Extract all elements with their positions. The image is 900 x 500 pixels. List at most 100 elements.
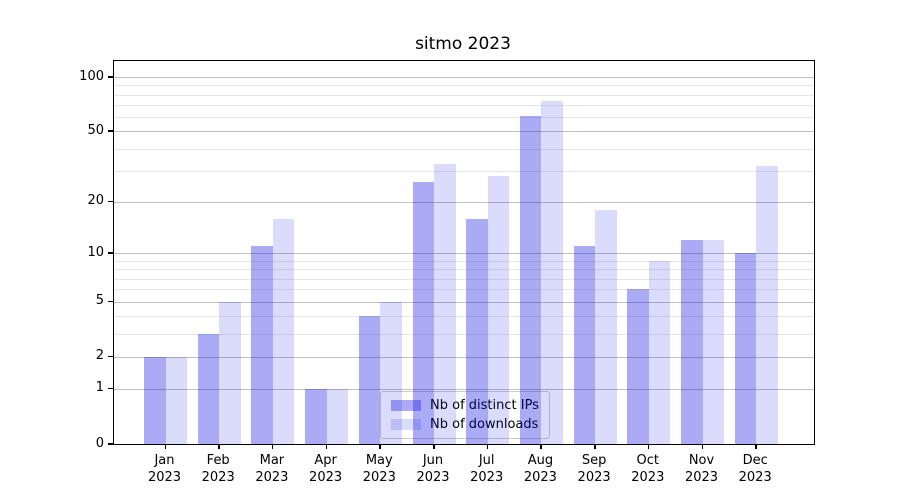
- x-tick-month-apr: Apr: [314, 453, 337, 468]
- x-tick-year-jun: 2023: [416, 470, 450, 485]
- x-tick-month-jul: Jul: [478, 453, 495, 468]
- y-tick-label-50: 50: [87, 122, 104, 138]
- x-tick-month-nov: Nov: [688, 453, 715, 468]
- x-tick-year-aug: 2023: [523, 470, 557, 485]
- legend-swatch-distinct-ips: [391, 400, 421, 411]
- bar-downloads-jan: [165, 356, 187, 444]
- x-tick-feb: [218, 444, 220, 449]
- gridline-minor-30: [114, 170, 814, 172]
- y-tick-label-0: 0: [95, 435, 104, 451]
- legend-label-distinct-ips: Nb of distinct IPs: [430, 398, 539, 413]
- x-tick-year-dec: 2023: [738, 470, 772, 485]
- x-tick-label-dec: Dec 2023: [725, 452, 785, 486]
- x-tick-jan: [164, 444, 166, 449]
- bar-downloads-nov: [702, 240, 724, 444]
- legend-swatch-downloads: [391, 419, 421, 430]
- x-tick-label-sep: Sep 2023: [564, 452, 624, 486]
- x-tick-month-may: May: [365, 453, 393, 468]
- gridline-minor-4: [114, 316, 814, 318]
- gridline-minor-6: [114, 289, 814, 291]
- x-tick-nov: [701, 444, 703, 449]
- gridline-major-20: [114, 201, 814, 203]
- x-tick-label-feb: Feb 2023: [188, 452, 248, 486]
- gridline-major-2: [114, 356, 814, 358]
- x-tick-year-apr: 2023: [309, 470, 343, 485]
- gridline-minor-7: [114, 278, 814, 280]
- x-tick-year-may: 2023: [362, 470, 396, 485]
- x-tick-label-oct: Oct 2023: [618, 452, 678, 486]
- gridline-minor-8: [114, 269, 814, 271]
- x-tick-year-mar: 2023: [255, 470, 289, 485]
- x-tick-month-feb: Feb: [206, 453, 230, 468]
- x-tick-month-jan: Jan: [154, 453, 175, 468]
- y-tick-label-100: 100: [79, 68, 104, 84]
- x-tick-year-sep: 2023: [577, 470, 611, 485]
- bar-distinct-ips-aug: [519, 115, 542, 444]
- bar-downloads-aug: [541, 100, 563, 444]
- x-tick-label-jul: Jul 2023: [457, 452, 517, 486]
- x-tick-sep: [594, 444, 596, 449]
- y-tick-label-2: 2: [95, 348, 104, 364]
- bar-distinct-ips-sep: [573, 246, 596, 444]
- y-tick-label-1: 1: [95, 380, 104, 396]
- y-tick-label-10: 10: [87, 244, 104, 260]
- bar-downloads-apr: [326, 388, 349, 444]
- bar-downloads-dec: [756, 166, 778, 444]
- x-tick-month-aug: Aug: [527, 453, 554, 468]
- x-tick-label-mar: Mar 2023: [242, 452, 302, 486]
- x-tick-may: [379, 444, 381, 449]
- legend-row-distinct-ips: Nb of distinct IPs: [391, 398, 539, 413]
- legend-label-downloads: Nb of downloads: [430, 417, 539, 432]
- y-tick-5: [108, 300, 113, 303]
- gridline-major-1: [114, 388, 814, 390]
- x-tick-mar: [271, 444, 274, 449]
- bar-downloads-oct: [648, 260, 671, 444]
- x-tick-dec: [755, 444, 757, 449]
- x-tick-label-nov: Nov 2023: [672, 452, 732, 486]
- bar-downloads-sep: [595, 209, 617, 444]
- bar-distinct-ips-nov: [681, 240, 703, 444]
- x-tick-oct: [647, 444, 650, 449]
- gridline-minor-40: [114, 148, 814, 150]
- gridline-major-5: [114, 301, 814, 303]
- plot-area: Nb of distinct IPs Nb of downloads: [113, 60, 815, 445]
- x-tick-month-sep: Sep: [581, 453, 607, 468]
- gridline-minor-3: [114, 333, 814, 335]
- y-tick-label-20: 20: [87, 193, 104, 209]
- y-tick-label-5: 5: [95, 293, 104, 309]
- y-tick-20: [108, 200, 113, 203]
- y-tick-10: [108, 252, 113, 254]
- x-tick-label-jun: Jun 2023: [403, 452, 463, 486]
- x-tick-jun: [433, 444, 435, 449]
- y-tick-2: [108, 355, 113, 358]
- bar-distinct-ips-dec: [734, 253, 757, 444]
- chart-title: sitmo 2023: [415, 34, 511, 54]
- gridline-minor-90: [114, 85, 814, 87]
- bar-distinct-ips-jul: [466, 218, 488, 444]
- x-tick-month-oct: Oct: [636, 453, 660, 468]
- gridline-minor-70: [114, 105, 814, 107]
- bar-distinct-ips-feb: [197, 333, 220, 444]
- gridline-minor-60: [114, 117, 814, 119]
- gridline-major-50: [114, 131, 814, 133]
- bar-downloads-jul: [487, 176, 510, 444]
- x-tick-year-oct: 2023: [631, 470, 665, 485]
- bar-distinct-ips-jan: [144, 356, 166, 444]
- x-tick-apr: [325, 444, 328, 449]
- bar-downloads-mar: [272, 218, 295, 444]
- bar-distinct-ips-mar: [251, 246, 273, 444]
- bar-distinct-ips-apr: [305, 388, 327, 444]
- x-tick-label-jan: Jan 2023: [135, 452, 195, 486]
- y-tick-100: [108, 76, 113, 78]
- x-tick-aug: [540, 444, 542, 449]
- y-tick-50: [108, 130, 113, 132]
- y-tick-1: [108, 387, 113, 390]
- gridline-minor-9: [114, 260, 814, 262]
- gridline-major-100: [114, 77, 814, 78]
- x-tick-month-mar: Mar: [259, 453, 285, 468]
- x-tick-year-feb: 2023: [201, 470, 235, 485]
- legend-row-downloads: Nb of downloads: [391, 417, 539, 432]
- legend: Nb of distinct IPs Nb of downloads: [380, 391, 550, 439]
- x-tick-label-aug: Aug 2023: [510, 452, 570, 486]
